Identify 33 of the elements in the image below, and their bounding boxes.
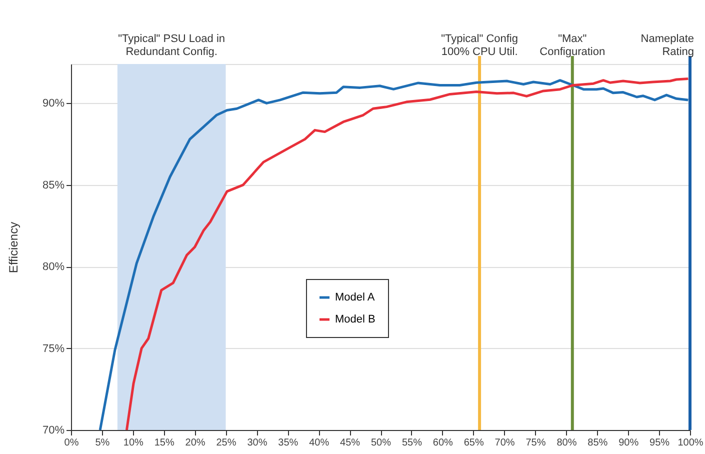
x-tick-label: 95% — [650, 438, 670, 448]
x-tick-label: 65% — [464, 438, 484, 448]
x-tick-label: 70% — [494, 438, 515, 448]
legend-label: Model A — [335, 292, 376, 304]
x-tick-label: 80% — [556, 438, 577, 448]
x-tick-label: 55% — [402, 438, 422, 448]
x-tick-label: 0% — [64, 438, 79, 448]
ref-line-label: "Typical" Config 100% CPU Util. — [441, 33, 518, 58]
band-label: "Typical" PSU Load in Redundant Config. — [118, 33, 226, 58]
y-tick-label: 80% — [42, 261, 65, 274]
ref-line-label: "Max" Configuration — [540, 33, 606, 58]
legend-label: Model B — [335, 314, 376, 326]
x-tick-label: 15% — [154, 438, 174, 448]
x-tick-label: 50% — [370, 438, 392, 448]
x-tick-label: 10% — [123, 438, 144, 448]
x-tick-label: 45% — [340, 438, 360, 448]
y-tick-label: 75% — [42, 342, 65, 355]
x-tick-label: 85% — [588, 438, 608, 448]
x-tick-label: 5% — [95, 438, 110, 448]
y-axis-title: Efficiency — [6, 222, 20, 274]
x-tick-label: 75% — [526, 438, 546, 448]
x-tick-label: 100% — [678, 438, 704, 448]
y-tick-label: 70% — [42, 424, 65, 436]
x-tick-label: 25% — [216, 438, 236, 448]
y-tick-label: 85% — [42, 179, 65, 192]
x-tick-label: 35% — [278, 438, 298, 448]
ref-line-label: Nameplate Rating — [640, 33, 694, 58]
x-tick-label: 60% — [432, 438, 454, 448]
x-tick-label: 30% — [247, 438, 268, 448]
x-tick-label: 40% — [309, 438, 330, 448]
y-tick-label: 90% — [42, 98, 65, 110]
x-tick-label: 90% — [618, 438, 639, 448]
x-tick-label: 20% — [185, 438, 206, 448]
